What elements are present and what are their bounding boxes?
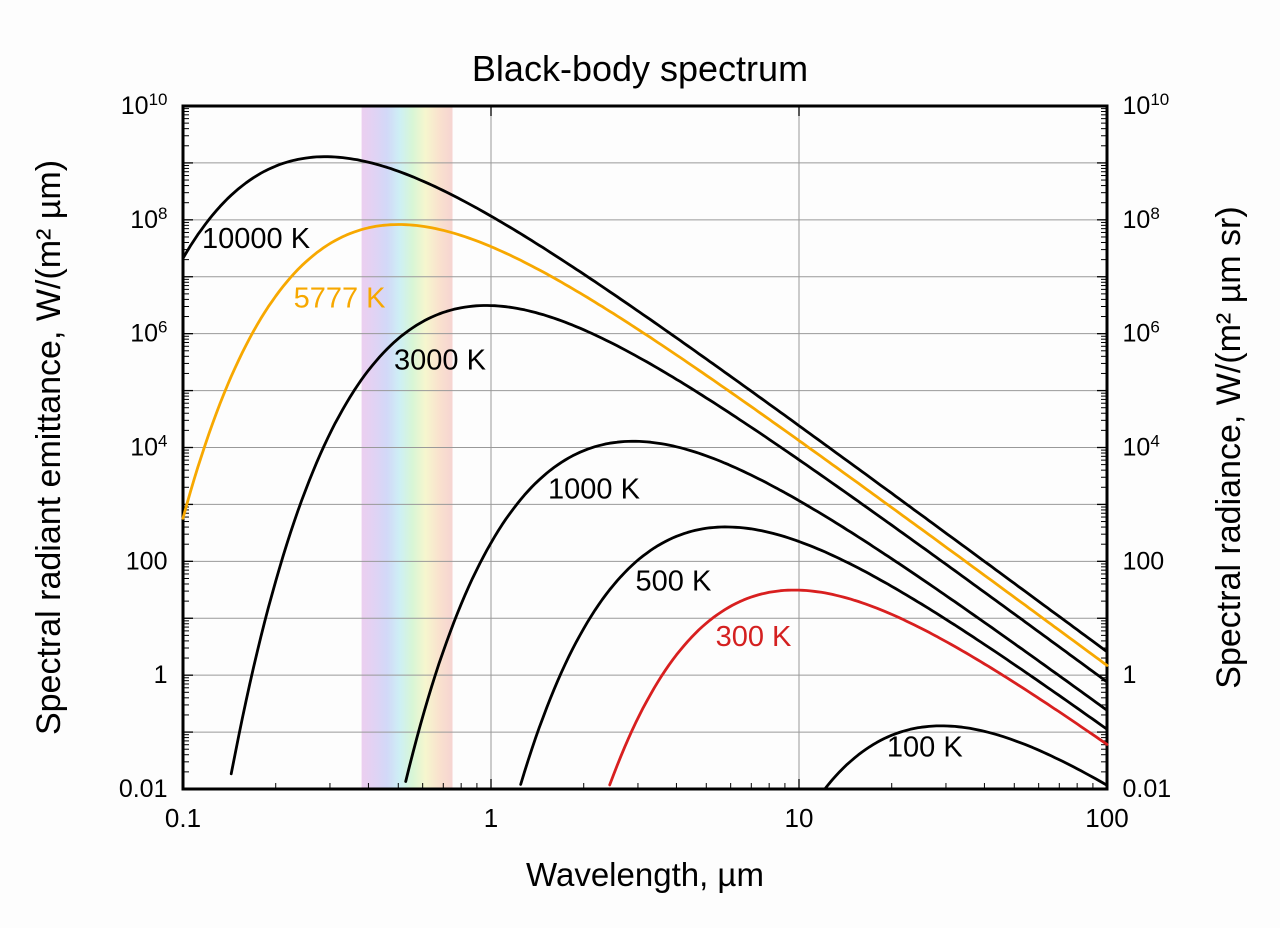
svg-text:1: 1 bbox=[154, 661, 168, 689]
svg-text:1010: 1010 bbox=[1123, 90, 1170, 120]
svg-text:0.01: 0.01 bbox=[119, 775, 168, 803]
svg-text:0.1: 0.1 bbox=[165, 803, 201, 833]
svg-text:100: 100 bbox=[1085, 803, 1128, 833]
svg-text:106: 106 bbox=[130, 318, 167, 348]
svg-text:100: 100 bbox=[1123, 547, 1165, 575]
svg-text:106: 106 bbox=[1123, 318, 1160, 348]
svg-text:104: 104 bbox=[130, 432, 167, 462]
svg-text:1: 1 bbox=[484, 803, 498, 833]
svg-text:10: 10 bbox=[785, 803, 814, 833]
svg-text:100: 100 bbox=[126, 547, 168, 575]
svg-text:0.01: 0.01 bbox=[1123, 775, 1172, 803]
svg-text:1: 1 bbox=[1123, 661, 1137, 689]
svg-text:3000 K: 3000 K bbox=[394, 345, 487, 377]
svg-text:500 K: 500 K bbox=[636, 565, 712, 597]
svg-text:300 K: 300 K bbox=[716, 621, 792, 653]
svg-text:1000 K: 1000 K bbox=[548, 474, 641, 506]
svg-text:5777 K: 5777 K bbox=[294, 283, 387, 315]
svg-text:100 K: 100 K bbox=[887, 731, 963, 763]
svg-text:104: 104 bbox=[1123, 432, 1160, 462]
svg-text:108: 108 bbox=[1123, 204, 1160, 234]
svg-text:1010: 1010 bbox=[121, 90, 168, 120]
svg-text:10000 K: 10000 K bbox=[202, 223, 311, 255]
svg-text:108: 108 bbox=[130, 204, 167, 234]
